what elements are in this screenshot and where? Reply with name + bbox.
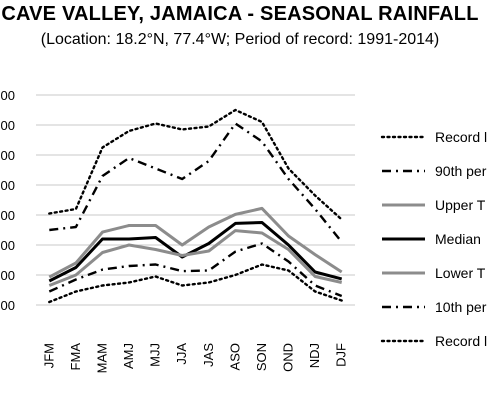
series-line-3: [48, 206, 343, 279]
x-tick-label: MJJ: [148, 343, 163, 367]
x-tick-label: AMJ: [121, 343, 136, 369]
y-axis-tick-labels: 00 00 00 00 00 00 00 00: [1, 88, 15, 313]
series-line-2: [49, 122, 343, 243]
x-tick-label: OND: [281, 343, 296, 372]
legend-label: Lower T: [435, 265, 486, 281]
y-tick-label: 00: [1, 298, 15, 313]
legend-label: Record l: [435, 333, 487, 349]
series-line-1: [48, 108, 343, 221]
chart-subtitle: (Location: 18.2°N, 77.4°W; Period of rec…: [40, 31, 440, 48]
x-tick-label: FMA: [68, 343, 83, 371]
legend-label: Record l: [435, 129, 487, 145]
series-line-6: [48, 242, 343, 298]
y-tick-label: 00: [1, 88, 15, 103]
x-tick-label: JJA: [174, 343, 189, 365]
legend-label: Upper T: [435, 197, 486, 213]
legend-label: 90th per: [435, 163, 487, 179]
y-tick-label: 00: [1, 148, 15, 163]
series-line-7: [48, 263, 343, 304]
series-line-5: [48, 229, 343, 287]
y-tick-label: 00: [1, 268, 15, 283]
chart-title: CAVE VALLEY, JAMAICA - SEASONAL RAINFALL: [1, 3, 479, 25]
y-tick-label: 00: [1, 178, 15, 193]
x-tick-label: SON: [254, 343, 269, 371]
y-tick-label: 00: [1, 208, 15, 223]
data-series: [48, 108, 343, 304]
x-axis-tick-labels: JFM FMA MAM AMJ MJJ JJA JAS ASO SON OND NDJ DJF: [41, 343, 348, 374]
x-tick-label: NDJ: [307, 343, 322, 368]
x-tick-label: DJF: [334, 343, 349, 367]
y-tick-label: 00: [1, 238, 15, 253]
legend: Record l 90th per Upper T Median Lower T 10th…: [380, 129, 487, 349]
x-tick-label: JFM: [41, 343, 56, 368]
x-tick-label: JAS: [201, 343, 216, 367]
legend-label: 10th per: [435, 299, 487, 315]
y-tick-label: 00: [1, 118, 15, 133]
legend-label: Median: [435, 231, 481, 247]
x-tick-label: MAM: [94, 343, 109, 373]
series-line-4: [48, 221, 343, 283]
x-tick-label: ASO: [227, 343, 242, 370]
